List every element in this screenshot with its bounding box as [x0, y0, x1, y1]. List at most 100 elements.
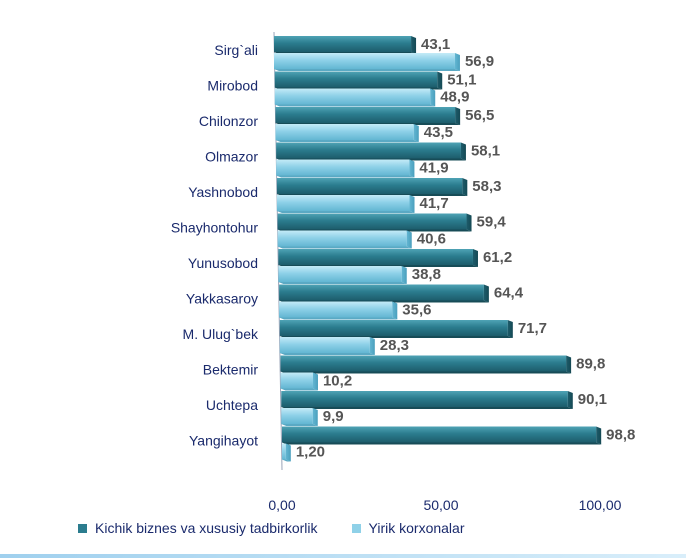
- bar-bottom-small-business: [282, 442, 602, 445]
- bar-bottom-large-enterprises: [282, 459, 291, 462]
- category-label: Uchtepa: [206, 397, 258, 413]
- bar-end-small-business: [437, 71, 443, 90]
- bar-bottom-large-enterprises: [276, 175, 415, 178]
- bar-large-enterprises: [282, 443, 286, 460]
- category-label: Yashnobod: [188, 184, 258, 200]
- bar-end-small-business: [567, 391, 573, 409]
- bar-small-business: [274, 36, 412, 52]
- bar-bottom-large-enterprises: [281, 424, 318, 426]
- bar-small-business: [279, 320, 508, 336]
- value-label-large-enterprises: 56,9: [465, 53, 494, 70]
- axis-layer: [273, 31, 283, 471]
- bar-large-enterprises: [279, 301, 393, 318]
- bar-end-small-business: [462, 178, 468, 196]
- bar-bottom-large-enterprises: [279, 317, 398, 320]
- bar-end-large-enterprises: [285, 443, 291, 462]
- value-label-large-enterprises: 41,9: [419, 160, 448, 177]
- bar-bottom-large-enterprises: [274, 104, 436, 107]
- value-label-small-business: 56,5: [465, 107, 494, 124]
- value-label-small-business: 51,1: [447, 72, 476, 89]
- x-tick-label: 100,00: [579, 497, 622, 513]
- bar-end-large-enterprises: [413, 124, 419, 142]
- bar-small-business: [277, 213, 467, 230]
- category-label: Sirg`ali: [214, 42, 258, 58]
- bar-bottom-small-business: [280, 371, 572, 374]
- bar-end-large-enterprises: [406, 230, 412, 249]
- legend-label-large-enterprises: Yirik korxonalar: [368, 520, 465, 536]
- value-label-large-enterprises: 41,7: [420, 195, 449, 212]
- legend-item-large-enterprises: Yirik korxonalar: [351, 520, 465, 536]
- bar-bottom-large-enterprises: [278, 282, 407, 284]
- bar-bottom-large-enterprises: [279, 353, 375, 355]
- value-label-small-business: 59,4: [477, 214, 507, 231]
- bar-end-small-business: [507, 320, 513, 338]
- bar-end-large-enterprises: [392, 301, 398, 320]
- value-label-small-business: 90,1: [578, 391, 607, 408]
- value-label-small-business: 43,1: [421, 36, 450, 53]
- legend-swatch-small-business: [78, 523, 87, 533]
- bar-small-business: [276, 178, 463, 194]
- bar-end-large-enterprises: [369, 337, 375, 355]
- bottom-band: [0, 554, 686, 558]
- bar-end-large-enterprises: [312, 372, 318, 391]
- bar-large-enterprises: [275, 124, 414, 140]
- value-label-large-enterprises: 48,9: [440, 89, 469, 106]
- value-label-small-business: 58,1: [471, 143, 500, 160]
- bar-end-large-enterprises: [409, 195, 415, 213]
- category-label: M. Ulug`bek: [183, 326, 259, 342]
- bar-end-large-enterprises: [312, 408, 318, 426]
- bar-large-enterprises: [277, 230, 407, 247]
- bar-large-enterprises: [276, 159, 410, 176]
- bar-small-business: [280, 355, 567, 372]
- legend-swatch-large-enterprises: [351, 523, 361, 533]
- value-label-large-enterprises: 40,6: [417, 231, 446, 248]
- bar-end-small-business: [596, 426, 602, 445]
- bar-end-small-business: [472, 249, 478, 267]
- bar-large-enterprises: [276, 195, 410, 211]
- legend-item-small-business: Kichik biznes va xususiy tadbirkorlik: [78, 520, 318, 536]
- category-label: Yakkasaroy: [186, 291, 258, 307]
- category-label: Yunusobod: [188, 255, 258, 271]
- value-label-small-business: 64,4: [494, 285, 524, 302]
- legend: Kichik biznes va xususiy tadbirkorlik Yi…: [78, 520, 499, 536]
- value-label-small-business: 98,8: [606, 427, 635, 444]
- bar-small-business: [281, 391, 568, 407]
- bar-small-business: [282, 426, 597, 443]
- y-axis-line: [273, 31, 283, 471]
- value-label-large-enterprises: 10,2: [323, 373, 352, 390]
- bar-end-small-business: [483, 284, 489, 303]
- value-label-small-business: 71,7: [518, 320, 547, 337]
- bar-small-business: [274, 71, 438, 88]
- bar-small-business: [278, 249, 473, 265]
- value-label-large-enterprises: 38,8: [412, 266, 441, 283]
- value-label-large-enterprises: 35,6: [402, 302, 431, 319]
- value-label-large-enterprises: 1,20: [296, 444, 325, 461]
- value-label-small-business: 89,8: [576, 356, 605, 373]
- value-label-large-enterprises: 43,5: [424, 124, 453, 141]
- bar-end-small-business: [460, 142, 466, 161]
- bar-end-large-enterprises: [401, 266, 407, 284]
- value-label-small-business: 61,2: [483, 249, 512, 266]
- value-label-large-enterprises: 9,9: [323, 408, 344, 425]
- labels-layer: Sirg`ali 43,1 56,9 Mirobod 51,148,9 Chilonzor…: [171, 36, 636, 513]
- bar-end-large-enterprises: [454, 53, 460, 71]
- bar-large-enterprises: [281, 408, 313, 424]
- bar-small-business: [276, 142, 461, 159]
- bar-end-small-business: [455, 107, 461, 125]
- x-tick-label: 50,00: [423, 497, 458, 513]
- bar-bottom-large-enterprises: [275, 140, 419, 142]
- legend-label-small-business: Kichik biznes va xususiy tadbirkorlik: [95, 520, 318, 536]
- category-label: Olmazor: [205, 149, 258, 165]
- bar-end-large-enterprises: [409, 159, 415, 178]
- category-label: Yangihayot: [189, 433, 258, 449]
- category-label: Mirobod: [207, 78, 258, 94]
- category-label: Bektemir: [203, 362, 259, 378]
- bar-large-enterprises: [274, 53, 455, 69]
- bar-end-small-business: [466, 213, 472, 232]
- bar-bottom-large-enterprises: [280, 388, 318, 391]
- bar-small-business: [275, 107, 456, 123]
- value-label-small-business: 58,3: [472, 178, 501, 195]
- bar-bottom-large-enterprises: [277, 246, 412, 249]
- bars-layer: [274, 36, 602, 462]
